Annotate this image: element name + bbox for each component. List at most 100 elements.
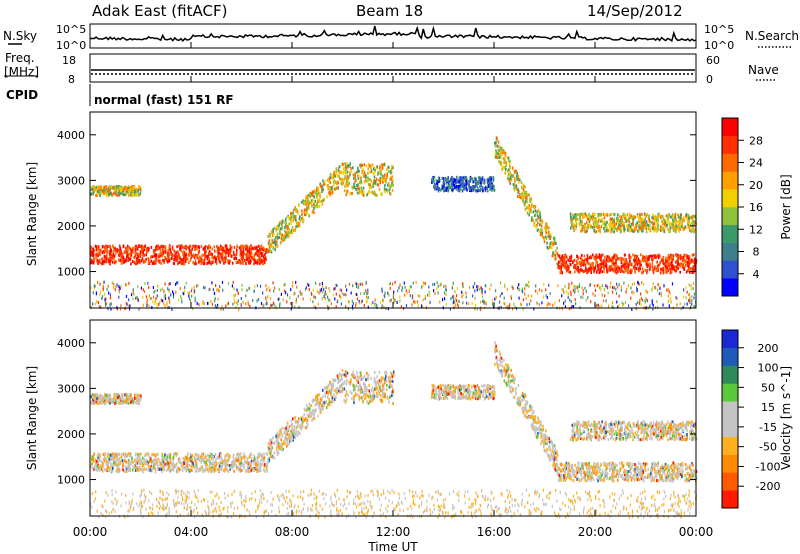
heatmap-cell	[546, 241, 548, 245]
heatmap-cell	[399, 295, 401, 299]
heatmap-cell	[162, 250, 165, 254]
heatmap-cell	[665, 260, 668, 264]
heatmap-cell	[367, 288, 369, 292]
heatmap-cell	[679, 216, 682, 220]
heatmap-cell	[270, 244, 272, 248]
heatmap-cell	[175, 259, 177, 262]
heatmap-cell	[315, 188, 318, 192]
heatmap-cell	[626, 261, 629, 265]
heatmap-cell	[510, 296, 512, 300]
heatmap-cell	[681, 256, 683, 259]
heatmap-cell	[460, 181, 462, 185]
heatmap-cell	[159, 301, 161, 305]
heatmap-cell	[514, 170, 516, 174]
heatmap-cell	[630, 214, 633, 218]
heatmap-cell	[278, 236, 281, 239]
heatmap-cell	[375, 179, 377, 183]
heatmap-cell	[518, 296, 520, 300]
heatmap-cell	[412, 294, 414, 298]
heatmap-cell	[213, 470, 216, 473]
heatmap-cell	[569, 298, 571, 302]
heatmap-cell	[307, 199, 310, 203]
heatmap-cell	[305, 198, 307, 202]
heatmap-cell	[326, 178, 329, 182]
heatmap-cell	[266, 302, 268, 305]
heatmap-cell	[250, 244, 253, 248]
heatmap-cell	[604, 225, 607, 228]
heatmap-cell	[529, 197, 531, 201]
heatmap-cell	[532, 210, 535, 214]
heatmap-cell	[422, 298, 424, 302]
heatmap-cell	[686, 222, 689, 226]
heatmap-cell	[278, 223, 280, 227]
heatmap-cell	[101, 244, 104, 248]
heatmap-cell	[321, 184, 324, 188]
heatmap-cell	[501, 292, 503, 296]
heatmap-cell	[507, 169, 509, 173]
heatmap-cell	[102, 457, 105, 461]
heatmap-cell	[203, 456, 205, 460]
heatmap-cell	[131, 194, 133, 197]
heatmap-cell	[657, 221, 659, 225]
heatmap-cell	[118, 193, 121, 197]
heatmap-cell	[326, 195, 328, 199]
heatmap-cell	[317, 188, 320, 192]
heatmap-cell	[97, 301, 99, 305]
heatmap-cell	[194, 253, 197, 257]
heatmap-cell	[601, 284, 603, 287]
heatmap-cell	[270, 303, 272, 307]
heatmap-cell	[231, 245, 233, 249]
heatmap-cell	[386, 172, 388, 176]
heatmap-cell	[634, 270, 636, 274]
heatmap-cell	[101, 189, 104, 193]
heatmap-cell	[113, 254, 116, 258]
heatmap-cell	[641, 271, 643, 275]
heatmap-cell	[269, 232, 271, 236]
heatmap-cell	[109, 192, 112, 196]
heatmap-cell	[679, 257, 682, 261]
heatmap-cell	[129, 307, 131, 311]
heatmap-cell	[543, 238, 546, 242]
heatmap-cell	[571, 281, 573, 285]
heatmap-cell	[569, 286, 571, 290]
heatmap-cell	[307, 282, 309, 286]
heatmap-cell	[508, 179, 511, 183]
heatmap-cell	[485, 284, 487, 288]
heatmap-cell	[641, 229, 643, 233]
heatmap-cell	[579, 223, 581, 227]
heatmap-cell	[476, 184, 478, 188]
heatmap-cell	[626, 228, 629, 232]
heatmap-cell	[572, 261, 574, 265]
heatmap-cell	[414, 301, 417, 304]
heatmap-cell	[679, 221, 681, 224]
heatmap-cell	[599, 227, 601, 231]
heatmap-cell	[550, 245, 552, 249]
heatmap-cell	[207, 459, 209, 463]
heatmap-cell	[476, 285, 478, 289]
heatmap-cell	[623, 226, 625, 230]
heatmap-cell	[239, 253, 241, 257]
heatmap-cell	[120, 304, 122, 308]
heatmap-cell	[667, 217, 669, 220]
heatmap-cell	[246, 257, 249, 261]
heatmap-cell	[274, 244, 277, 248]
heatmap-cell	[322, 188, 324, 192]
heatmap-cell	[474, 181, 477, 185]
heatmap-cell	[329, 298, 331, 302]
heatmap-cell	[216, 456, 219, 460]
heatmap-cell	[247, 302, 249, 306]
heatmap-cell	[129, 452, 132, 456]
heatmap-cell	[119, 246, 121, 250]
heatmap-cell	[561, 288, 563, 292]
heatmap-cell	[433, 289, 435, 293]
heatmap-cell	[337, 166, 340, 170]
heatmap-cell	[221, 249, 224, 253]
heatmap-cell	[248, 460, 251, 464]
heatmap-cell	[153, 467, 156, 471]
heatmap-cell	[328, 186, 331, 190]
heatmap-cell	[145, 295, 147, 299]
heatmap-cell	[453, 300, 455, 304]
heatmap-cell	[325, 286, 327, 290]
heatmap-cell	[135, 296, 137, 300]
heatmap-cell	[586, 257, 588, 261]
